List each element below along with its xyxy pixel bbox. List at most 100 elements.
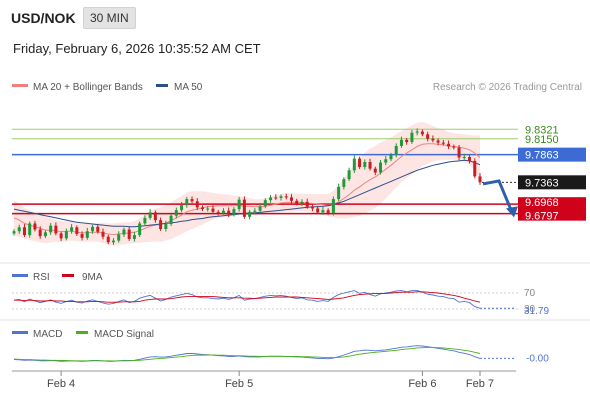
candle-body — [337, 186, 341, 200]
candle-body — [22, 227, 26, 236]
candle-body — [106, 236, 110, 243]
candle-body — [153, 212, 157, 221]
candle-body — [17, 227, 21, 232]
candle-body — [101, 231, 105, 237]
legend-label: MACD — [33, 329, 62, 340]
candle-body — [384, 159, 388, 163]
rsi-reference-label: 30 — [524, 304, 536, 315]
chart-header: USD/NOK 30 MIN — [0, 0, 590, 36]
candle-body — [310, 206, 314, 209]
candle-body — [326, 210, 330, 213]
candle-body — [248, 211, 252, 217]
candle-body — [80, 233, 84, 238]
legend-swatch-macd-signal — [76, 331, 88, 334]
candle-body — [468, 157, 472, 161]
candle-body — [420, 131, 424, 135]
candle-body — [111, 240, 115, 243]
macd-line — [13, 345, 481, 362]
candle-body — [54, 225, 58, 234]
candle-body — [33, 223, 37, 230]
candle-body — [211, 208, 215, 212]
candle-body — [284, 196, 288, 198]
legend-label: MA 20 + Bollinger Bands — [33, 82, 143, 93]
level-label: 9.8321 — [525, 124, 559, 136]
candle-body — [12, 231, 16, 234]
level-label: 9.7863 — [525, 150, 559, 162]
candle-body — [117, 234, 121, 241]
candle-body — [457, 147, 461, 158]
x-tick-label: Feb 7 — [466, 378, 494, 390]
candle-body — [91, 226, 95, 232]
candle-body — [269, 197, 273, 201]
candle-body — [132, 235, 136, 239]
candle-body — [227, 210, 231, 215]
candle-body — [232, 209, 236, 215]
candle-body — [394, 145, 398, 155]
legend-label: MA 50 — [174, 82, 203, 93]
candle-body — [342, 179, 346, 187]
candle-body — [389, 154, 393, 160]
candle-body — [274, 197, 278, 199]
candle-body — [447, 143, 451, 147]
candle-body — [96, 226, 100, 232]
candle-body — [200, 207, 204, 210]
x-tick-label: Feb 4 — [47, 378, 75, 390]
candle-body — [431, 138, 435, 141]
candle-body — [75, 227, 79, 234]
candle-body — [368, 162, 372, 169]
candle-body — [43, 232, 47, 237]
legend-label: 9MA — [82, 272, 103, 283]
candle-body — [216, 211, 220, 213]
candle-body — [363, 162, 367, 167]
legend-swatch-rsi — [12, 274, 28, 277]
candle-body — [347, 170, 351, 180]
candle-body — [331, 199, 335, 213]
candle-body — [300, 201, 304, 204]
candle-body — [127, 229, 131, 239]
candle-body — [242, 199, 246, 217]
rsi-last-label: 31.79 — [524, 306, 549, 317]
legend-swatch-ma20 — [12, 84, 28, 87]
level-label: 9.6968 — [525, 197, 559, 209]
bollinger-band — [14, 122, 480, 246]
candle-body — [174, 210, 178, 216]
candle-body — [206, 208, 210, 210]
x-tick-label: Feb 6 — [408, 378, 436, 390]
candle-body — [478, 176, 482, 183]
forecast-arrowhead — [506, 206, 518, 218]
rsi-line — [13, 290, 481, 309]
candle-body — [221, 210, 225, 213]
candle-body — [405, 139, 409, 143]
candle-body — [148, 212, 152, 218]
candle-body — [473, 160, 477, 177]
candle-body — [164, 224, 168, 229]
candle-body — [38, 229, 42, 237]
candle-body — [352, 158, 356, 171]
candle-body — [279, 196, 283, 198]
candle-body — [373, 168, 377, 173]
level-label: 9.6797 — [525, 211, 559, 223]
forecast-arrow — [482, 179, 514, 213]
legend-label: RSI — [33, 272, 50, 283]
datetime-label: Friday, February 6, 2026 10:35:52 AM CET — [13, 41, 261, 56]
candle-body — [138, 223, 142, 236]
candle-body — [85, 231, 89, 238]
candle-body — [426, 134, 430, 139]
legend-swatch-rsi-ma — [62, 274, 74, 277]
candle-body — [263, 200, 267, 207]
timeframe-badge[interactable]: 30 MIN — [83, 7, 136, 29]
macd-signal-line — [13, 346, 481, 362]
candle-body — [49, 225, 53, 233]
candle-body — [452, 146, 456, 148]
level-tag — [518, 206, 586, 221]
candle-body — [295, 200, 299, 204]
candle-body — [305, 201, 309, 207]
symbol-title: USD/NOK — [11, 10, 76, 26]
candle-body — [59, 233, 63, 239]
candle-body — [64, 231, 68, 239]
candle-body — [258, 206, 262, 211]
candle-body — [462, 157, 466, 159]
candle-body — [321, 210, 325, 213]
credit-label: Research © 2026 Trading Central — [433, 82, 582, 93]
